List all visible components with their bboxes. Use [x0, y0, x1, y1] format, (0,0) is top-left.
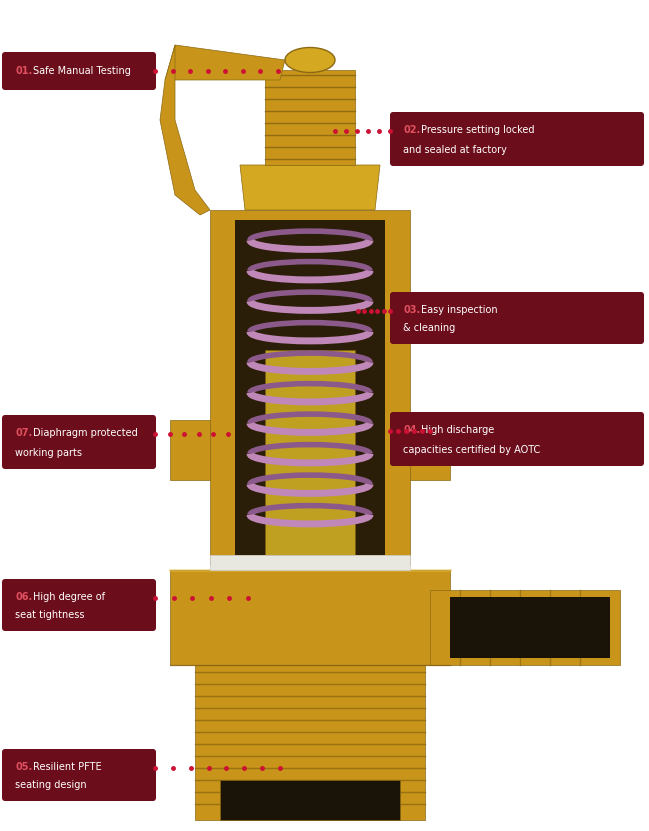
- Text: working parts: working parts: [15, 448, 82, 458]
- Polygon shape: [170, 420, 210, 480]
- Polygon shape: [195, 665, 425, 820]
- Polygon shape: [165, 45, 285, 80]
- Text: Resilient PFTE: Resilient PFTE: [33, 762, 102, 772]
- Text: 02.: 02.: [403, 125, 421, 135]
- FancyBboxPatch shape: [390, 112, 644, 166]
- Polygon shape: [265, 70, 355, 165]
- Polygon shape: [170, 570, 450, 665]
- Polygon shape: [210, 210, 410, 565]
- Text: seating design: seating design: [15, 780, 86, 790]
- FancyBboxPatch shape: [2, 415, 156, 469]
- FancyBboxPatch shape: [390, 412, 644, 466]
- Text: High discharge: High discharge: [421, 425, 495, 435]
- Ellipse shape: [285, 47, 335, 72]
- Text: 07.: 07.: [15, 428, 32, 439]
- Polygon shape: [450, 597, 610, 658]
- Text: 03.: 03.: [403, 305, 421, 315]
- Polygon shape: [410, 420, 450, 480]
- FancyBboxPatch shape: [2, 749, 156, 801]
- FancyBboxPatch shape: [390, 292, 644, 344]
- Polygon shape: [210, 555, 410, 570]
- Polygon shape: [160, 45, 210, 215]
- Polygon shape: [235, 220, 385, 555]
- Polygon shape: [265, 350, 355, 555]
- Text: 01.: 01.: [15, 66, 32, 76]
- FancyBboxPatch shape: [2, 579, 156, 631]
- Text: 04.: 04.: [403, 425, 421, 435]
- Text: 05.: 05.: [15, 762, 32, 772]
- FancyBboxPatch shape: [2, 52, 156, 90]
- Polygon shape: [220, 780, 400, 820]
- Text: capacities certified by AOTC: capacities certified by AOTC: [403, 445, 540, 455]
- Text: Safe Manual Testing: Safe Manual Testing: [33, 66, 131, 76]
- Text: High degree of: High degree of: [33, 592, 105, 602]
- Text: seat tightness: seat tightness: [15, 610, 84, 620]
- Text: Easy inspection: Easy inspection: [421, 305, 498, 315]
- Text: Diaphragm protected: Diaphragm protected: [33, 428, 138, 439]
- Text: 06.: 06.: [15, 592, 32, 602]
- Text: & cleaning: & cleaning: [403, 323, 455, 333]
- Polygon shape: [430, 590, 620, 665]
- Polygon shape: [240, 165, 380, 210]
- Text: Pressure setting locked: Pressure setting locked: [421, 125, 535, 135]
- Text: and sealed at factory: and sealed at factory: [403, 145, 507, 155]
